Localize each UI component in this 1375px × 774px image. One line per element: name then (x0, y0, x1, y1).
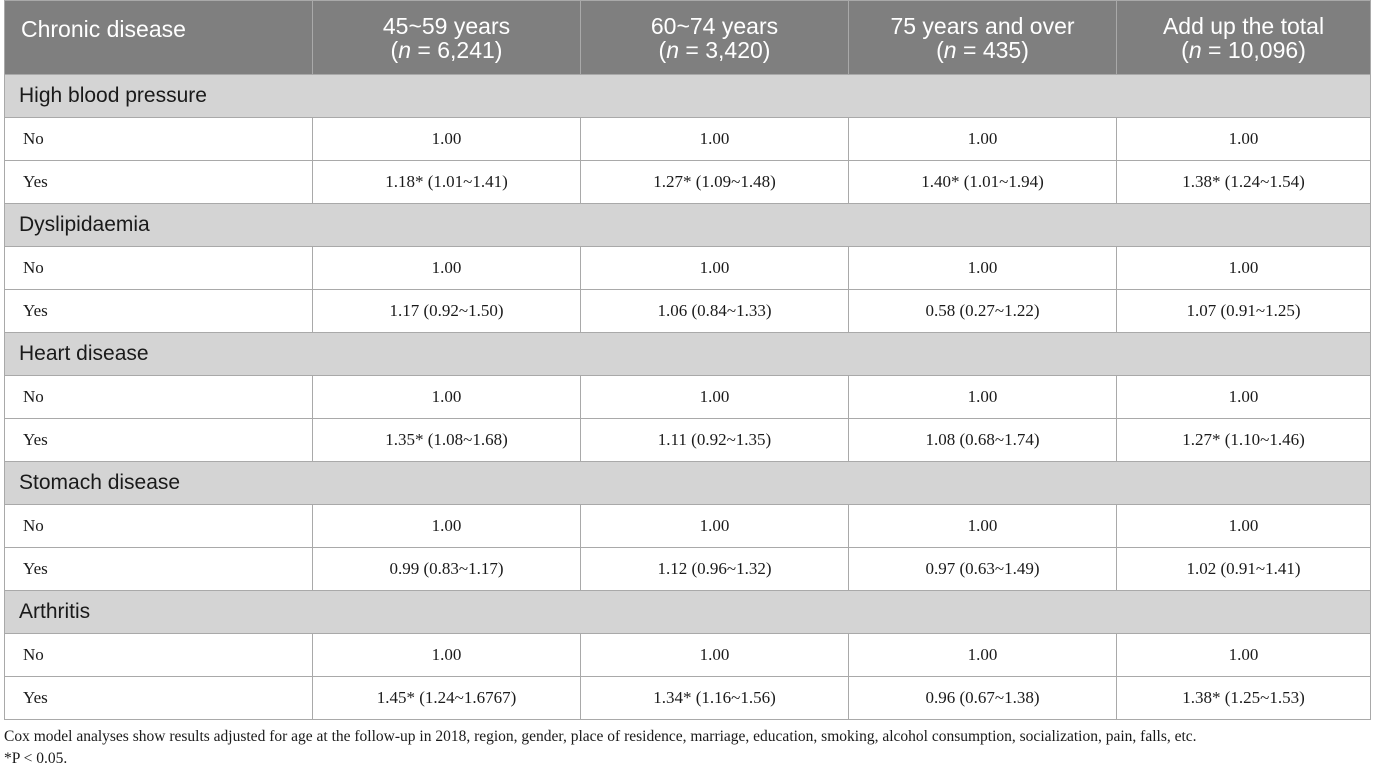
group-label: Arthritis (4, 590, 1371, 634)
row-label: Yes (4, 289, 313, 333)
row-label: Yes (4, 547, 313, 591)
header-row: Chronic disease 45~59 years (n = 6,241) … (4, 0, 1371, 75)
cell-total: 1.00 (1116, 117, 1371, 161)
header-75-over: 75 years and over (n = 435) (848, 0, 1117, 75)
table-footnotes: Cox model analyses show results adjusted… (4, 726, 1370, 770)
cell-60-74: 1.34* (1.16~1.56) (580, 676, 849, 720)
header-label: 60~74 years (650, 12, 779, 39)
cell-total: 1.00 (1116, 375, 1371, 419)
table-row: Yes 1.35* (1.08~1.68) 1.11 (0.92~1.35) 1… (4, 418, 1371, 462)
row-label: No (4, 375, 313, 419)
cell-total: 1.07 (0.91~1.25) (1116, 289, 1371, 333)
table-header: Chronic disease 45~59 years (n = 6,241) … (4, 0, 1371, 75)
header-45-59: 45~59 years (n = 6,241) (312, 0, 581, 75)
cell-75-over: 0.97 (0.63~1.49) (848, 547, 1117, 591)
cell-75-over: 1.00 (848, 375, 1117, 419)
row-label: Yes (4, 676, 313, 720)
cell-total: 1.38* (1.24~1.54) (1116, 160, 1371, 204)
group-label: Dyslipidaemia (4, 203, 1371, 247)
cell-total: 1.02 (0.91~1.41) (1116, 547, 1371, 591)
cell-total: 1.00 (1116, 633, 1371, 677)
header-n: (n = 6,241) (390, 36, 503, 63)
header-n: (n = 10,096) (1181, 36, 1306, 63)
header-label: Add up the total (1162, 12, 1325, 39)
table-row: No 1.00 1.00 1.00 1.00 (4, 117, 1371, 161)
cell-60-74: 1.06 (0.84~1.33) (580, 289, 849, 333)
cell-60-74: 1.00 (580, 117, 849, 161)
cell-75-over: 1.40* (1.01~1.94) (848, 160, 1117, 204)
header-chronic-disease: Chronic disease (4, 0, 313, 75)
header-n: (n = 3,420) (658, 36, 771, 63)
group-row: Arthritis (4, 590, 1371, 634)
cell-45-59: 0.99 (0.83~1.17) (312, 547, 581, 591)
cell-60-74: 1.00 (580, 504, 849, 548)
table-row: No 1.00 1.00 1.00 1.00 (4, 504, 1371, 548)
cell-75-over: 0.96 (0.67~1.38) (848, 676, 1117, 720)
table-figure: Chronic disease 45~59 years (n = 6,241) … (4, 0, 1371, 770)
table-row: Yes 0.99 (0.83~1.17) 1.12 (0.96~1.32) 0.… (4, 547, 1371, 591)
table-row: Yes 1.18* (1.01~1.41) 1.27* (1.09~1.48) … (4, 160, 1371, 204)
header-60-74: 60~74 years (n = 3,420) (580, 0, 849, 75)
cell-45-59: 1.45* (1.24~1.6767) (312, 676, 581, 720)
cell-45-59: 1.00 (312, 633, 581, 677)
cell-75-over: 1.00 (848, 246, 1117, 290)
chronic-disease-table: Chronic disease 45~59 years (n = 6,241) … (4, 0, 1371, 720)
cell-45-59: 1.18* (1.01~1.41) (312, 160, 581, 204)
table-row: No 1.00 1.00 1.00 1.00 (4, 246, 1371, 290)
cell-60-74: 1.11 (0.92~1.35) (580, 418, 849, 462)
cell-45-59: 1.00 (312, 117, 581, 161)
table-row: No 1.00 1.00 1.00 1.00 (4, 633, 1371, 677)
cell-total: 1.38* (1.25~1.53) (1116, 676, 1371, 720)
header-n: (n = 435) (936, 36, 1029, 63)
cell-75-over: 1.00 (848, 117, 1117, 161)
group-row: Dyslipidaemia (4, 203, 1371, 247)
group-row: Stomach disease (4, 461, 1371, 505)
table-row: Yes 1.45* (1.24~1.6767) 1.34* (1.16~1.56… (4, 676, 1371, 720)
group-label: Stomach disease (4, 461, 1371, 505)
cell-total: 1.00 (1116, 246, 1371, 290)
group-row: Heart disease (4, 332, 1371, 376)
header-total: Add up the total (n = 10,096) (1116, 0, 1371, 75)
row-label: Yes (4, 418, 313, 462)
table-row: Yes 1.17 (0.92~1.50) 1.06 (0.84~1.33) 0.… (4, 289, 1371, 333)
row-label: Yes (4, 160, 313, 204)
header-label: 75 years and over (890, 12, 1075, 39)
cell-45-59: 1.00 (312, 375, 581, 419)
cell-total: 1.00 (1116, 504, 1371, 548)
cell-75-over: 1.08 (0.68~1.74) (848, 418, 1117, 462)
cell-75-over: 1.00 (848, 504, 1117, 548)
footnote-adjustment: Cox model analyses show results adjusted… (4, 728, 1197, 745)
cell-total: 1.27* (1.10~1.46) (1116, 418, 1371, 462)
cell-60-74: 1.12 (0.96~1.32) (580, 547, 849, 591)
cell-75-over: 0.58 (0.27~1.22) (848, 289, 1117, 333)
row-label: No (4, 246, 313, 290)
header-label: 45~59 years (382, 12, 511, 39)
group-row: High blood pressure (4, 74, 1371, 118)
cell-45-59: 1.35* (1.08~1.68) (312, 418, 581, 462)
footnote-significance: *P < 0.05. (4, 750, 68, 767)
cell-60-74: 1.00 (580, 246, 849, 290)
row-label: No (4, 117, 313, 161)
cell-45-59: 1.00 (312, 504, 581, 548)
table-body: High blood pressure No 1.00 1.00 1.00 1.… (4, 74, 1371, 720)
cell-75-over: 1.00 (848, 633, 1117, 677)
cell-45-59: 1.00 (312, 246, 581, 290)
cell-60-74: 1.27* (1.09~1.48) (580, 160, 849, 204)
group-label: Heart disease (4, 332, 1371, 376)
row-label: No (4, 504, 313, 548)
group-label: High blood pressure (4, 74, 1371, 118)
cell-60-74: 1.00 (580, 375, 849, 419)
row-label: No (4, 633, 313, 677)
table-row: No 1.00 1.00 1.00 1.00 (4, 375, 1371, 419)
cell-60-74: 1.00 (580, 633, 849, 677)
cell-45-59: 1.17 (0.92~1.50) (312, 289, 581, 333)
